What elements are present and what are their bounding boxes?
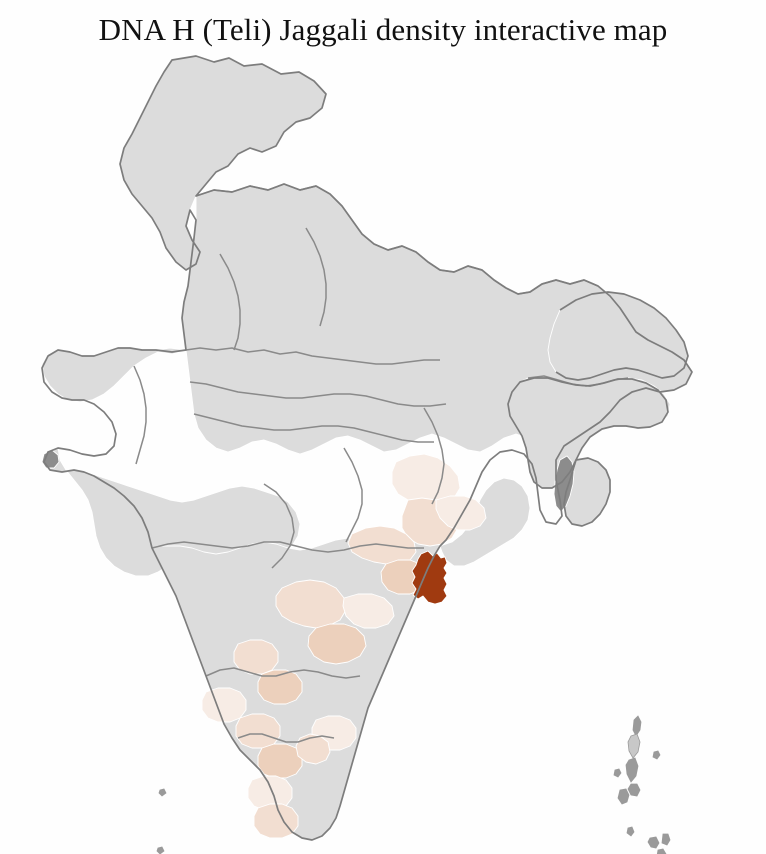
- island[interactable]: [158, 788, 167, 797]
- state-border: [306, 228, 326, 326]
- state-border: [190, 382, 446, 406]
- state-border: [186, 348, 440, 364]
- state-border: [264, 484, 294, 568]
- state-border: [344, 448, 362, 542]
- island[interactable]: [656, 848, 667, 854]
- district-shaded[interactable]: [254, 804, 298, 838]
- state-border: [238, 734, 334, 742]
- island[interactable]: [627, 783, 641, 797]
- island[interactable]: [625, 757, 639, 783]
- district-shaded[interactable]: [308, 624, 366, 664]
- page-title: DNA H (Teli) Jaggali density interactive…: [98, 12, 668, 47]
- island[interactable]: [652, 750, 661, 760]
- island[interactable]: [613, 768, 622, 778]
- state-border: [152, 542, 424, 552]
- island[interactable]: [627, 733, 641, 759]
- state-border: [206, 668, 360, 678]
- island[interactable]: [632, 715, 642, 737]
- district-highlighted[interactable]: [412, 551, 447, 604]
- country-outline-group: [42, 56, 692, 840]
- district-shaded[interactable]: [296, 734, 330, 764]
- state-border: [194, 414, 434, 442]
- island[interactable]: [617, 788, 630, 805]
- district-shaded[interactable]: [436, 496, 486, 530]
- state-border: [220, 254, 240, 350]
- district-shaded[interactable]: [202, 688, 246, 722]
- district-shaded[interactable]: [234, 640, 278, 674]
- india-choropleth-map[interactable]: [0, 48, 766, 854]
- state-border: [424, 408, 444, 504]
- island[interactable]: [626, 826, 635, 837]
- map-viewport[interactable]: [0, 48, 766, 854]
- district[interactable]: [44, 448, 300, 576]
- district-shaded[interactable]: [258, 670, 302, 704]
- district-shaded[interactable]: [343, 594, 394, 628]
- southeast-outline: [564, 458, 610, 526]
- andaman-nicobar-islands: [156, 715, 671, 854]
- district-shaded[interactable]: [236, 714, 280, 748]
- island[interactable]: [661, 833, 671, 846]
- island[interactable]: [647, 836, 660, 849]
- country-outline: [42, 56, 692, 840]
- island[interactable]: [156, 846, 165, 854]
- district-shaded[interactable]: [276, 580, 346, 628]
- state-border: [134, 366, 146, 464]
- northeast-outline: [556, 292, 688, 380]
- northeast-outline-lower: [508, 378, 668, 488]
- district-shaded[interactable]: [258, 744, 302, 778]
